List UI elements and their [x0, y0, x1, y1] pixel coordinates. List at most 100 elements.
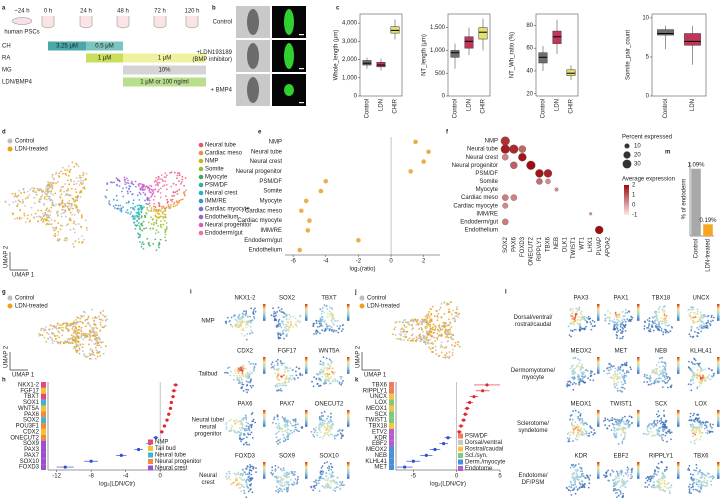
umap-point — [647, 432, 650, 435]
umap-point — [277, 337, 280, 340]
umap-point — [245, 496, 248, 498]
umap-point — [585, 474, 588, 477]
umap-point — [57, 214, 59, 216]
umap-point — [620, 479, 623, 482]
umap-point — [613, 429, 616, 432]
umap-point — [243, 486, 246, 488]
umap-point — [658, 329, 661, 332]
umap-point — [624, 432, 626, 434]
umap-point — [626, 318, 629, 321]
umap-point — [314, 429, 317, 432]
umap-point — [660, 317, 663, 319]
umap-point — [698, 318, 701, 321]
umap-point — [426, 323, 428, 326]
umap-point — [254, 363, 257, 365]
umap-point — [16, 217, 19, 220]
umap-point — [620, 364, 623, 366]
umap-point — [164, 207, 167, 210]
umap-point — [692, 382, 695, 384]
umap-point — [651, 431, 654, 433]
umap-point — [279, 481, 282, 483]
umap-point — [568, 380, 571, 383]
umap-point — [699, 311, 702, 314]
umap-point — [694, 363, 696, 366]
umap-point — [108, 200, 111, 203]
umap-point — [81, 346, 84, 348]
umap-point — [664, 324, 667, 327]
umap-point — [276, 362, 279, 365]
umap-point — [146, 237, 149, 240]
umap-point — [325, 479, 327, 482]
umap-point — [588, 432, 591, 435]
umap-point — [75, 328, 78, 330]
umap-point — [290, 429, 292, 432]
legend-label: Cardiac myocyte — [205, 207, 250, 213]
umap-point — [330, 433, 332, 436]
umap-point — [46, 222, 49, 225]
umap-point — [699, 425, 702, 428]
umap-point — [664, 382, 667, 384]
umap-point — [21, 202, 24, 205]
umap-point — [577, 415, 579, 418]
umap-point — [667, 375, 670, 378]
umap-point — [320, 313, 323, 315]
umap-point — [243, 489, 246, 492]
umap-point — [571, 312, 573, 315]
umap-point — [313, 435, 315, 438]
umap-point — [616, 373, 618, 376]
colorbar — [637, 462, 640, 479]
umap-point — [327, 378, 329, 381]
umap-point — [400, 333, 403, 335]
umap-point — [46, 184, 49, 187]
umap-point — [613, 384, 615, 387]
umap-point — [696, 386, 699, 389]
umap-point — [625, 423, 628, 426]
row-label: NMP — [485, 139, 498, 145]
umap-point — [581, 317, 583, 320]
umap-point — [49, 199, 51, 202]
umap-point — [21, 217, 23, 220]
umap-point — [155, 177, 158, 179]
umap-point — [661, 436, 663, 438]
umap-point — [429, 325, 431, 328]
row-label: Somite — [479, 179, 498, 185]
umap-point — [159, 209, 162, 212]
umap-point — [336, 380, 339, 383]
umap-point — [436, 338, 439, 341]
umap-point — [444, 326, 446, 329]
umap-point — [242, 437, 245, 440]
umap-point — [279, 389, 282, 392]
plot-frame — [359, 13, 403, 97]
umap-point — [332, 489, 335, 492]
umap-point — [224, 321, 227, 323]
x-tick-label: -6 — [290, 259, 296, 265]
y-tick-label: 3,000 — [342, 39, 358, 45]
umap-point — [146, 206, 149, 209]
umap-point — [666, 381, 668, 384]
umap-point — [92, 329, 95, 331]
legend-dot — [198, 190, 204, 196]
umap-point — [581, 363, 583, 366]
umap-point — [282, 362, 285, 365]
umap-point — [613, 487, 615, 490]
umap-point — [153, 189, 155, 192]
umap-point — [428, 315, 430, 317]
umap-point — [661, 421, 664, 423]
umap-point — [616, 370, 619, 372]
umap-point — [693, 412, 695, 415]
umap-point — [312, 428, 315, 430]
umap-point — [71, 342, 74, 345]
umap-point — [700, 380, 703, 383]
umap-point — [53, 234, 56, 237]
umap-point — [660, 482, 663, 485]
umap-point — [419, 336, 422, 338]
umap-point — [286, 367, 289, 370]
umap-point — [67, 341, 69, 344]
umap-point — [286, 471, 289, 474]
umap-point — [581, 430, 584, 433]
legend-label: Endoderm/gut — [205, 231, 243, 237]
umap-point — [313, 322, 315, 325]
umap-point — [689, 415, 692, 418]
umap-point — [329, 313, 331, 315]
umap-point — [577, 431, 579, 434]
